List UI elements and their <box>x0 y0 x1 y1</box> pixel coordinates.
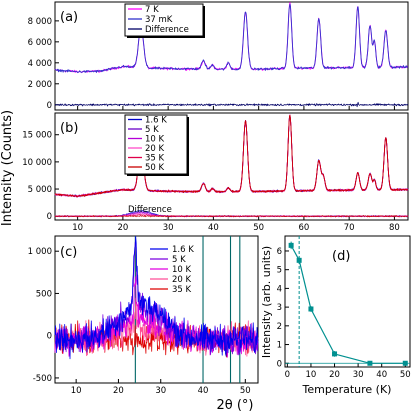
x-tick-label: 10 <box>306 370 317 380</box>
data-point <box>308 306 314 312</box>
panel-d-xlabel: Temperature (K) <box>302 383 392 396</box>
legend-entry: 5 K <box>172 255 186 265</box>
y-tick-label: 15 000 <box>22 131 52 141</box>
y-tick-label: 0 <box>47 212 52 222</box>
panel-b-label: (b) <box>60 121 78 136</box>
panel-b-lines <box>54 114 409 218</box>
x-tick-label: 50 <box>400 370 411 380</box>
legend-box <box>124 114 188 175</box>
series-line-50k <box>54 114 409 198</box>
legend-entry: 20 K <box>172 275 192 285</box>
x-tick-label: 20 <box>113 386 124 396</box>
y-tick-label: 1 <box>277 341 282 351</box>
y-tick-label: 6 000 <box>28 38 52 48</box>
panel-a-ticks: 0 2 000 4 000 6 000 8 000 <box>28 17 395 111</box>
y-tick-label: 500 <box>36 289 52 299</box>
x-tick-label: 20 <box>117 223 128 233</box>
y-tick-label: 0 <box>47 332 52 342</box>
panel-c-xlabel: 2θ (°) <box>216 398 253 413</box>
series-line-37mk <box>54 3 409 74</box>
x-tick-label: 40 <box>208 223 219 233</box>
y-tick-label: 5 <box>277 266 282 276</box>
shared-ylabel: Intensity (Counts) <box>0 110 15 226</box>
panel-c-ticks: -500 0 500 1 000 10 20 30 40 50 <box>28 247 251 396</box>
legend-entry: 37 mK <box>145 15 173 25</box>
legend-entry: 10 K <box>145 135 165 145</box>
y-tick-label: 2 000 <box>28 80 52 90</box>
panel-d-label: (d) <box>332 249 350 264</box>
legend-entry: 1.6 K <box>145 116 167 126</box>
x-tick-label: 60 <box>298 223 309 233</box>
legend-entry: 5 K <box>145 125 159 135</box>
legend-entry: 35 K <box>172 285 192 295</box>
panel-b: (b) 0 5 000 10 000 15 000 10 20 30 40 50 60 70 80 1… <box>22 112 409 233</box>
panel-a: (a) 0 2 000 4 000 6 000 8 000 7 K37 mKDiffer… <box>28 1 409 111</box>
y-tick-label: 4 000 <box>28 59 52 69</box>
data-point <box>367 360 373 366</box>
x-tick-label: 70 <box>344 223 355 233</box>
legend-entry: 7 K <box>145 5 159 15</box>
panel-b-ticks: 0 5 000 10 000 15 000 10 20 30 40 50 60 70 80 <box>22 131 400 233</box>
x-tick-label: 80 <box>389 223 400 233</box>
panel-c-legend: 1.6 K5 K10 K20 K35 K <box>150 245 194 295</box>
data-point <box>288 242 294 248</box>
panel-d-ticks: 0 1 2 3 4 5 6 0 10 20 30 40 50 <box>277 247 411 380</box>
data-point <box>402 360 408 366</box>
x-tick-label: 30 <box>353 370 364 380</box>
y-tick-label: 10 000 <box>22 158 52 168</box>
y-tick-label: 3 <box>277 303 282 313</box>
legend-entry: 50 K <box>145 163 165 173</box>
panel-b-legend: 1.6 K5 K10 K20 K35 K50 K <box>124 114 189 176</box>
panel-a-lines <box>54 2 409 108</box>
x-tick-label: 40 <box>376 370 387 380</box>
legend-entry: Difference <box>145 25 189 35</box>
panel-a-frame <box>54 1 409 111</box>
x-tick-label: 50 <box>240 386 251 396</box>
y-tick-label: 4 <box>277 284 282 294</box>
y-tick-label: 2 <box>277 322 282 332</box>
series-line-7k <box>54 2 409 74</box>
x-tick-label: 10 <box>72 223 83 233</box>
y-tick-label: 6 <box>277 247 282 257</box>
x-tick-label: 30 <box>155 386 166 396</box>
panel-b-frame <box>54 112 409 221</box>
panel-d-frame <box>284 235 411 368</box>
panel-c-label: (c) <box>60 245 77 260</box>
panel-d-ylabel: Intensity (arb. units) <box>260 246 273 358</box>
x-tick-label: 20 <box>329 370 340 380</box>
x-tick-label: 30 <box>163 223 174 233</box>
series-line-16k <box>54 235 259 360</box>
x-tick-label: 0 <box>285 370 290 380</box>
panel-b-difference-label: Difference <box>128 205 172 215</box>
y-tick-label: 5 000 <box>28 185 52 195</box>
x-tick-label: 40 <box>198 386 209 396</box>
x-tick-label: 10 <box>71 386 82 396</box>
legend-entry: 20 K <box>145 144 165 154</box>
data-connecting-line <box>290 245 406 364</box>
panel-d: (d) 0 1 2 3 4 5 6 0 10 20 30 40 50 Temperature (K) I… <box>260 235 411 396</box>
panel-d-marks <box>285 236 410 367</box>
x-tick-label: 50 <box>253 223 264 233</box>
y-tick-label: 1 000 <box>28 247 52 257</box>
data-point <box>332 351 338 357</box>
panel-a-label: (a) <box>60 10 78 25</box>
series-line-difference <box>54 101 409 108</box>
legend-entry: 1.6 K <box>172 245 194 255</box>
y-tick-label: -500 <box>33 374 52 384</box>
panel-c-frame <box>54 235 259 384</box>
difference-line <box>54 215 409 218</box>
y-tick-label: 8 000 <box>28 17 52 27</box>
legend-entry: 10 K <box>172 265 192 275</box>
y-tick-label: 0 <box>277 359 282 369</box>
legend-entry: 35 K <box>145 154 165 164</box>
y-tick-label: 0 <box>47 101 52 111</box>
panel-c-lines <box>54 235 259 383</box>
data-point <box>296 257 302 263</box>
panel-c: (c) -500 0 500 1 000 10 20 30 40 50 1.6 K5 K10 K… <box>28 235 259 413</box>
